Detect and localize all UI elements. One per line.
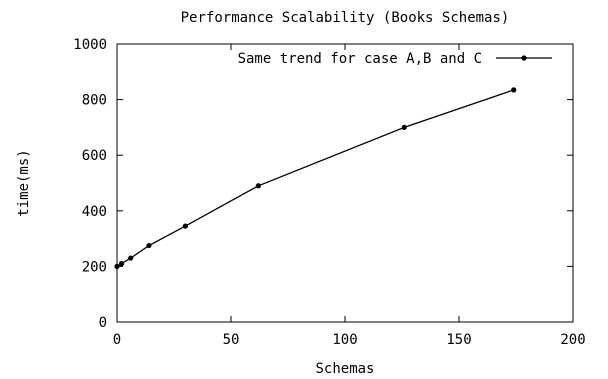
- y-tick-label: 200: [82, 259, 107, 275]
- y-tick-label: 0: [99, 315, 107, 331]
- y-tick-label: 800: [82, 93, 107, 109]
- y-axis: 0 200 400 600 800 1000: [73, 37, 573, 331]
- plot-area-frame: [116, 43, 574, 323]
- y-axis-label: time(ms): [16, 149, 32, 216]
- legend-label: Same trend for case A,B and C: [238, 51, 482, 67]
- data-point: [255, 183, 261, 189]
- legend: Same trend for case A,B and C: [238, 51, 552, 67]
- y-tick-label: 400: [82, 204, 107, 220]
- series-line: [116, 89, 514, 267]
- x-tick-label: 150: [446, 332, 471, 348]
- x-tick-label: 50: [223, 332, 240, 348]
- x-axis-label: Schemas: [315, 361, 374, 377]
- x-tick-label: 100: [332, 332, 357, 348]
- x-tick-label: 200: [560, 332, 585, 348]
- x-tick-label: 0: [113, 332, 121, 348]
- x-axis: 0 50 100 150 200: [113, 44, 586, 348]
- data-point: [401, 124, 407, 130]
- data-point: [128, 255, 134, 261]
- series-layer: [114, 87, 517, 269]
- data-point: [146, 242, 152, 249]
- legend-marker: [521, 55, 527, 61]
- data-point: [511, 87, 517, 93]
- chart-title: Performance Scalability (Books Schemas): [181, 10, 510, 26]
- data-point: [182, 223, 188, 229]
- data-point: [118, 261, 125, 267]
- y-tick-label: 600: [82, 148, 107, 164]
- y-tick-label: 1000: [73, 37, 107, 53]
- data-point: [114, 263, 120, 269]
